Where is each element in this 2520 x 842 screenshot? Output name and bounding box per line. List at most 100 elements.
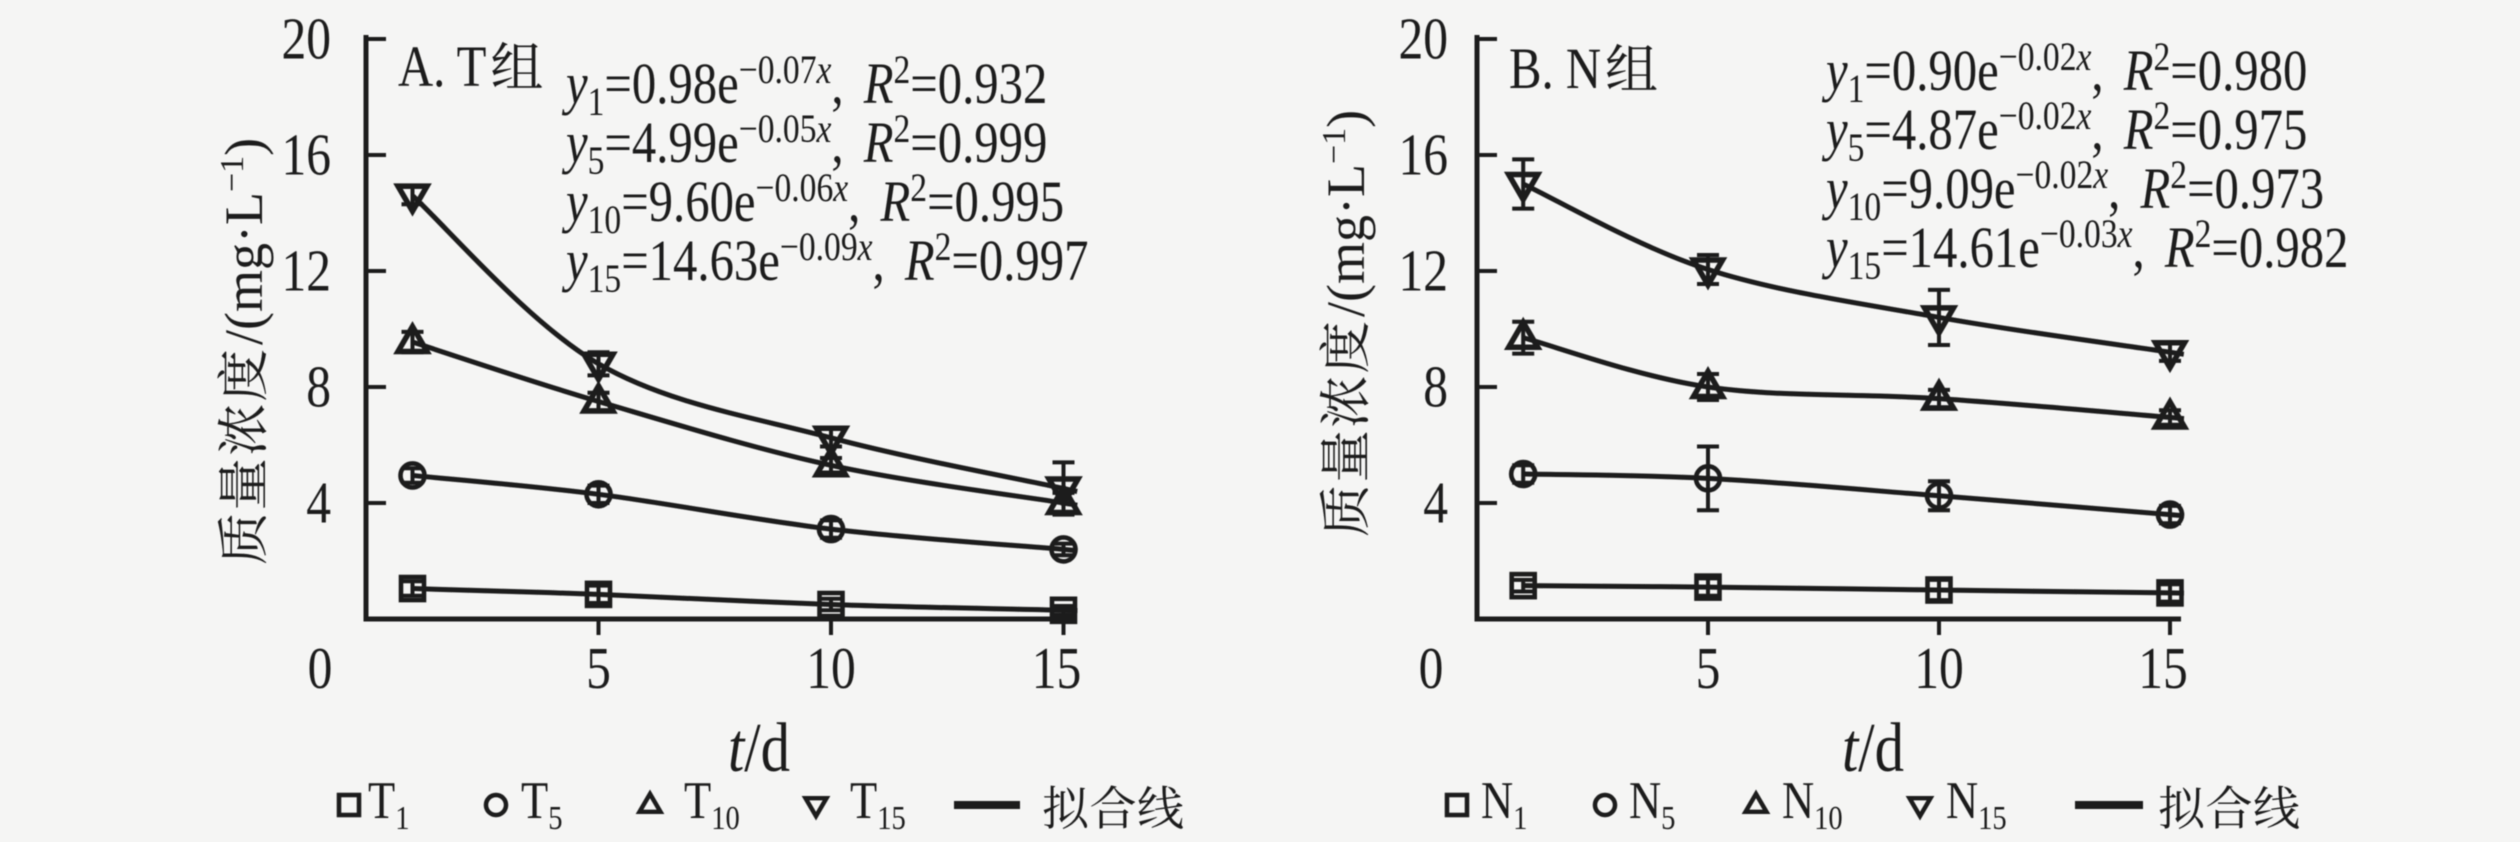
legend-label: N15 (1946, 770, 2007, 836)
marker-triangle-down (1503, 171, 1543, 205)
panel-title-cjk (492, 41, 543, 88)
marker-triangle-down (811, 425, 851, 459)
marker-square (1694, 573, 1722, 601)
legend-line-label (2159, 785, 2299, 829)
x-axis-label: t/d (1842, 708, 1904, 786)
marker-triangle-up (1919, 377, 1959, 411)
y-tick-label: 20 (281, 5, 331, 71)
marker-circle (2155, 500, 2185, 529)
marker-square (2156, 579, 2184, 607)
marker-square (584, 580, 613, 609)
error-bar (820, 596, 842, 613)
error-bar (1928, 479, 1950, 513)
panel-b: 4 8 12 16 20 0 5 10 15 B. N y1=0.90e−0.02x, R2=0.98… (1316, 5, 2348, 836)
y-tick-label: 12 (1398, 237, 1448, 303)
y-tick-label: 4 (306, 469, 331, 535)
legend-label: T1 (368, 770, 409, 836)
fit-line-N15 (1522, 181, 2185, 357)
fit-equation: y5=4.87e−0.02x, R2=0.975 (1821, 93, 2307, 169)
marker-circle (1049, 535, 1078, 564)
legend-label: T15 (850, 770, 906, 836)
y-tick-label: 4 (1423, 469, 1448, 535)
legend: T1 T5 T10 T15 (336, 770, 1183, 837)
fit-line-T5 (412, 472, 1078, 554)
chart-content: 4 8 12 16 20 0 5 10 15 A. T y1=0.98e−0.07x, R2=0.93… (214, 5, 2348, 836)
error-bar (1052, 541, 1075, 558)
marker-circle (584, 479, 613, 509)
panel-title: A. T (398, 34, 486, 99)
x-tick-label: 10 (1914, 635, 1964, 701)
legend-label: N5 (1629, 770, 1675, 836)
marker-circle (483, 792, 509, 818)
fit-equation: y10=9.09e−0.02x, R2=0.973 (1821, 152, 2324, 228)
marker-square (817, 590, 845, 619)
marker-circle (1924, 481, 1954, 511)
marker-triangle-up (579, 380, 618, 414)
y-tick-label: 16 (1398, 121, 1448, 187)
marker-square (1925, 576, 1953, 604)
y-axis-label-cjk (1319, 322, 1369, 536)
y-tick-label: 8 (1423, 353, 1448, 419)
marker-triangle-up (393, 321, 432, 355)
marker-circle (398, 461, 427, 490)
y-axis-label-cjk (217, 350, 267, 564)
y-axis-label: /(mg·L−1) (1316, 110, 1376, 536)
svg-text:/(mg·L−1): /(mg·L−1) (1316, 110, 1376, 317)
x-tick-label: 15 (1032, 635, 1082, 701)
y-axis-label: /(mg·L−1) (214, 138, 274, 564)
svg-text:/(mg·L−1): /(mg·L−1) (214, 138, 274, 345)
marker-square (1509, 571, 1537, 600)
y-tick-label: 8 (306, 353, 331, 419)
error-bar (587, 583, 610, 606)
y-tick-label: 20 (1398, 5, 1448, 71)
panel-title-cjk (1606, 43, 1657, 90)
marker-circle (816, 514, 846, 544)
fit-line-N1 (1523, 583, 2185, 596)
marker-circle (1508, 459, 1538, 489)
marker-triangle-up (1503, 316, 1543, 350)
panel-a: 4 8 12 16 20 0 5 10 15 A. T y1=0.98e−0.07x, R2=0.93… (214, 5, 1183, 837)
fit-line-T1 (412, 586, 1078, 614)
error-bar (1052, 603, 1075, 617)
marker-triangle-down (1919, 305, 1959, 339)
marker-triangle-down (579, 351, 618, 385)
fit-line-N5 (1523, 471, 2185, 519)
legend-label: T5 (521, 770, 562, 836)
marker-triangle-down (2150, 339, 2190, 374)
y-tick-label: 16 (281, 121, 331, 187)
marker-triangle-up (635, 789, 665, 815)
y-tick-label: 12 (281, 237, 331, 303)
marker-triangle-down (1044, 476, 1083, 510)
fit-equation: y1=0.98e−0.07x, R2=0.932 (561, 47, 1047, 123)
legend-line-label (1043, 785, 1183, 829)
marker-triangle-up (1688, 366, 1728, 400)
fit-equation: y5=4.99e−0.05x, R2=0.999 (561, 106, 1047, 182)
error-bar (1697, 576, 1719, 598)
marker-triangle-down (1905, 795, 1935, 821)
x-tick-label: 5 (1696, 635, 1721, 701)
error-bar (2159, 582, 2181, 604)
x-tick-label: 5 (586, 635, 611, 701)
legend-label: T10 (684, 770, 740, 836)
marker-square (398, 574, 427, 603)
fit-equation: y15=14.63e−0.09x, R2=0.997 (561, 224, 1088, 300)
legend-label: N10 (1782, 770, 1843, 836)
error-bar (1512, 577, 1535, 594)
marker-square (1049, 596, 1078, 625)
marker-triangle-down (1688, 257, 1728, 291)
fit-equation: y15=14.61e−0.03x, R2=0.982 (1821, 211, 2348, 287)
x-tick-label: 10 (806, 635, 856, 701)
error-bar (1697, 444, 1719, 513)
x-tick-label: 0 (1419, 635, 1444, 701)
marker-triangle-up (2150, 396, 2190, 430)
marker-square (1444, 792, 1470, 818)
marker-square (336, 792, 362, 818)
marker-circle (1693, 464, 1723, 493)
x-tick-label: 0 (308, 635, 333, 701)
error-bar (401, 579, 424, 598)
marker-triangle-down (801, 795, 831, 821)
x-axis-label: t/d (728, 708, 790, 786)
